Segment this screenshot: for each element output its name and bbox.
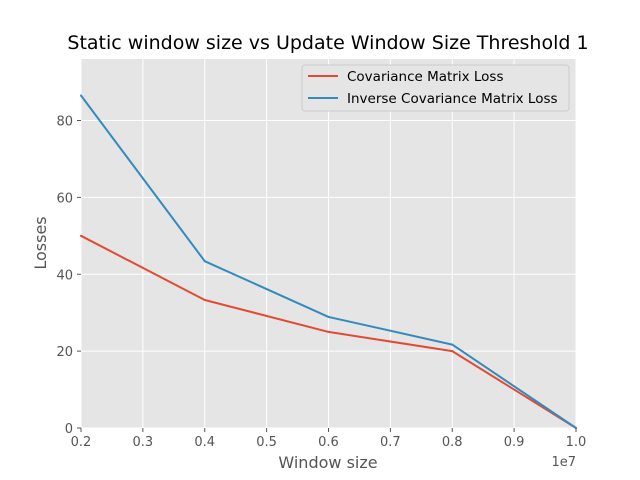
x-axis-ticks: 0.2 0.3 0.4 0.5 0.6 0.7 0.8 0.9 1.0	[71, 428, 587, 450]
chart-title: Static window size vs Update Window Size…	[67, 32, 588, 54]
y-tick-label: 80	[56, 115, 73, 130]
legend: Covariance Matrix Loss Inverse Covarianc…	[301, 64, 570, 112]
legend-label-covariance: Covariance Matrix Loss	[347, 69, 504, 85]
y-axis-label: Losses	[31, 216, 50, 269]
data-point-1-0	[80, 94, 82, 97]
x-tick-label: 0.6	[318, 435, 339, 450]
x-tick-label: 0.5	[256, 435, 277, 450]
x-tick-label: 0.3	[133, 435, 154, 450]
y-tick-label: 20	[56, 345, 73, 360]
y-tick-label: 0	[65, 422, 73, 437]
x-axis-label: Window size	[278, 453, 377, 472]
data-point-0-3	[451, 350, 454, 353]
data-point-0-1	[203, 299, 206, 302]
y-axis-ticks: 0 20 40 60 80	[56, 115, 81, 437]
data-point-0-2	[327, 330, 330, 333]
legend-box	[301, 64, 570, 112]
x-tick-label: 0.8	[442, 435, 463, 450]
series-lines	[80, 94, 577, 429]
legend-label-inverse-covariance: Inverse Covariance Matrix Loss	[347, 91, 558, 107]
y-tick-label: 60	[56, 191, 73, 206]
x-tick-label: 0.7	[380, 435, 401, 450]
x-tick-label: 0.2	[71, 435, 92, 450]
data-point-1-2	[327, 315, 330, 318]
data-point-0-0	[80, 234, 82, 237]
y-tick-label: 40	[56, 268, 73, 283]
data-point-1-3	[451, 343, 454, 346]
x-tick-label: 1.0	[566, 435, 587, 450]
x-tick-label: 0.9	[504, 435, 525, 450]
x-axis-offset-label: 1e7	[551, 455, 576, 470]
data-point-1-1	[203, 260, 206, 263]
x-tick-label: 0.4	[194, 435, 215, 450]
